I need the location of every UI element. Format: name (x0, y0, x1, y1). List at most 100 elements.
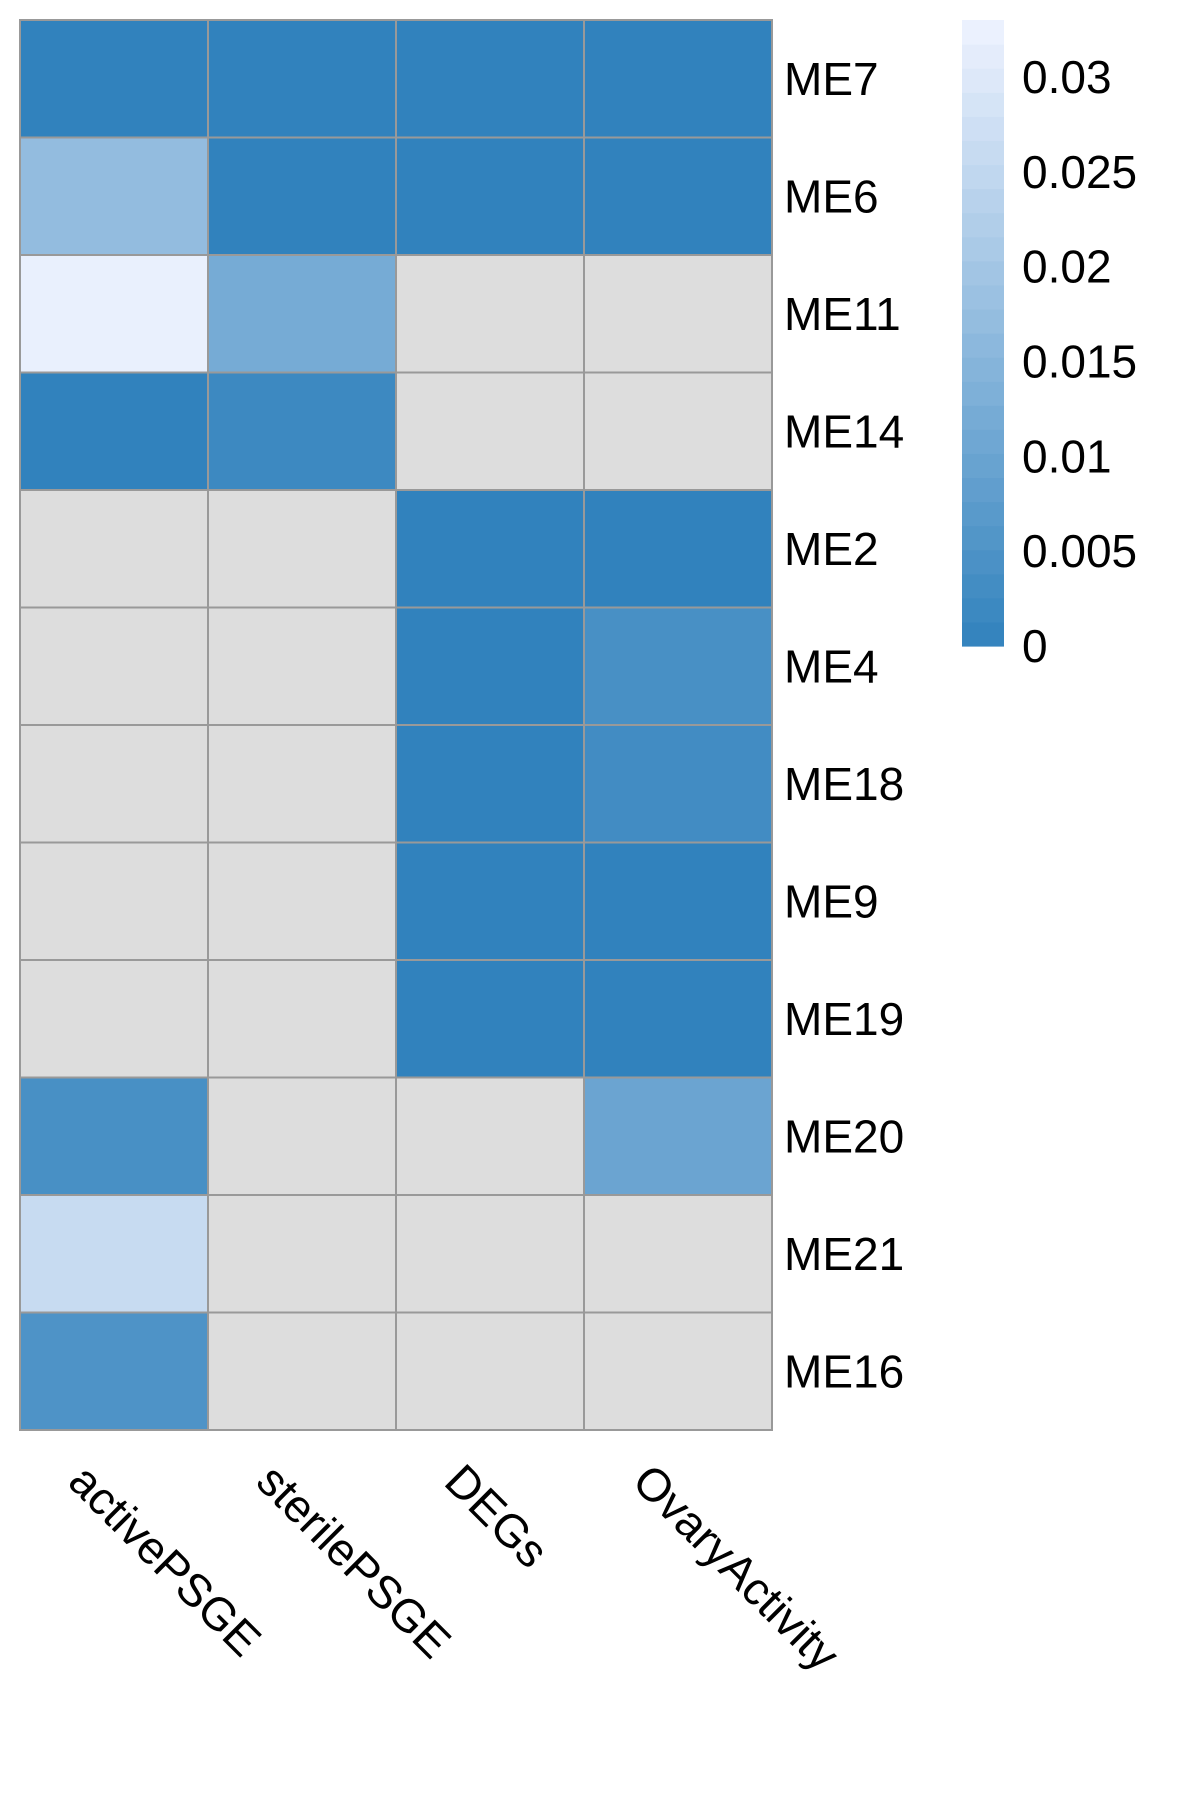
heatmap-cell-me9-sterilepsge (207, 841, 397, 961)
heatmap-cell-me6-sterilepsge (207, 136, 397, 256)
heatmap-cell-me21-ovaryactivity (583, 1194, 773, 1314)
row-labels: ME7 ME6 ME11 ME14 ME2 ME4 ME18 ME9 ME19 ME20 ME21 M… (784, 53, 904, 1398)
legend-color-step (962, 308, 1004, 334)
legend-color-step (962, 549, 1004, 575)
heatmap-cell-me19-sterilepsge (207, 959, 397, 1079)
legend-color-bar (962, 20, 1004, 647)
heatmap-cell-me20-ovaryactivity (583, 1076, 773, 1196)
heatmap-cell-me7-degs (395, 19, 585, 139)
column-label-activepsge: activePSGE (59, 1454, 271, 1666)
row-label-me19: ME19 (784, 993, 904, 1045)
heatmap-cell-me6-degs (395, 136, 585, 256)
legend-color-step (962, 405, 1004, 430)
row-label-me11: ME11 (784, 288, 901, 340)
heatmap-cell-me7-ovaryactivity (583, 19, 773, 139)
heatmap-cell-me19-degs (395, 959, 585, 1079)
heatmap-cell-me6-activepsge (19, 136, 209, 256)
legend-color-step (962, 597, 1004, 623)
row-label-me2: ME2 (784, 523, 879, 575)
heatmap-cell-me2-sterilepsge (207, 489, 397, 609)
row-label-me20: ME20 (784, 1110, 904, 1162)
row-label-me21: ME21 (784, 1228, 904, 1280)
heatmap-cell-me18-sterilepsge (207, 724, 397, 844)
legend-color-step (962, 68, 1004, 93)
heatmap-cell-me2-activepsge (19, 489, 209, 609)
color-legend: 0 0.005 0.01 0.015 0.02 0.025 0.03 (962, 20, 1137, 672)
legend-color-step (962, 236, 1004, 262)
heatmap-cell-me21-activepsge (19, 1194, 209, 1314)
heatmap-cell-me2-ovaryactivity (583, 489, 773, 609)
legend-color-step (962, 140, 1004, 166)
heatmap-cell-me11-ovaryactivity (583, 254, 773, 374)
legend-color-step (962, 333, 1004, 358)
heatmap-cell-me19-activepsge (19, 959, 209, 1079)
heatmap-cell-me14-activepsge (19, 371, 209, 491)
heatmap-cell-me21-degs (395, 1194, 585, 1314)
heatmap-cell-me16-activepsge (19, 1311, 209, 1431)
column-label-ovaryactivity: OvaryActivity (623, 1454, 850, 1681)
heatmap-cell-me19-ovaryactivity (583, 959, 773, 1079)
heatmap-cell-me14-ovaryactivity (583, 371, 773, 491)
row-label-me7: ME7 (784, 53, 879, 105)
legend-color-step (962, 116, 1004, 141)
heatmap-cell-me16-sterilepsge (207, 1311, 397, 1431)
legend-color-step (962, 212, 1004, 238)
row-label-me14: ME14 (784, 405, 904, 457)
heatmap-cell-me4-activepsge (19, 606, 209, 726)
heatmap-cell-me7-activepsge (19, 19, 209, 139)
heatmap-cell-me14-degs (395, 371, 585, 491)
heatmap-cell-me2-degs (395, 489, 585, 609)
legend-tick-label: 0.025 (1022, 146, 1137, 198)
legend-color-step (962, 44, 1004, 69)
legend-tick-label: 0 (1022, 620, 1048, 672)
legend-color-step (962, 260, 1004, 286)
legend-tick-label: 0.015 (1022, 335, 1137, 387)
legend-color-step (962, 621, 1004, 647)
heatmap-cell-me11-activepsge (19, 254, 209, 374)
heatmap-cell-me4-ovaryactivity (583, 606, 773, 726)
heatmap-cell-me11-degs (395, 254, 585, 374)
heatmap-cells (19, 19, 773, 1431)
legend-color-step (962, 453, 1004, 479)
legend-tick-label: 0.02 (1022, 241, 1112, 293)
legend-color-step (962, 477, 1004, 503)
row-label-me4: ME4 (784, 640, 879, 692)
heatmap-cell-me7-sterilepsge (207, 19, 397, 139)
heatmap-cell-me20-degs (395, 1076, 585, 1196)
legend-color-step (962, 381, 1004, 406)
heatmap-cell-me20-activepsge (19, 1076, 209, 1196)
legend-ticks: 0 0.005 0.01 0.015 0.02 0.025 0.03 (1022, 51, 1137, 672)
heatmap-cell-me4-degs (395, 606, 585, 726)
heatmap-cell-me11-sterilepsge (207, 254, 397, 374)
heatmap-cell-me21-sterilepsge (207, 1194, 397, 1314)
heatmap-cell-me18-ovaryactivity (583, 724, 773, 844)
heatmap-cell-me9-degs (395, 841, 585, 961)
legend-color-step (962, 525, 1004, 551)
row-label-me6: ME6 (784, 170, 879, 222)
row-label-me16: ME16 (784, 1345, 904, 1397)
legend-color-step (962, 501, 1004, 527)
column-label-degs: DEGs (435, 1454, 559, 1578)
legend-tick-label: 0.005 (1022, 525, 1137, 577)
legend-color-step (962, 429, 1004, 454)
heatmap-cell-me16-ovaryactivity (583, 1311, 773, 1431)
legend-color-step (962, 284, 1004, 310)
legend-color-step (962, 573, 1004, 599)
row-label-me9: ME9 (784, 875, 879, 927)
heatmap-cell-me18-activepsge (19, 724, 209, 844)
heatmap-cell-me14-sterilepsge (207, 371, 397, 491)
legend-tick-label: 0.01 (1022, 430, 1112, 482)
row-label-me18: ME18 (784, 758, 904, 810)
legend-tick-label: 0.03 (1022, 51, 1112, 103)
heatmap-cell-me18-degs (395, 724, 585, 844)
legend-color-step (962, 164, 1004, 190)
heatmap-cell-me9-ovaryactivity (583, 841, 773, 961)
heatmap-cell-me20-sterilepsge (207, 1076, 397, 1196)
heatmap-cell-me4-sterilepsge (207, 606, 397, 726)
legend-color-step (962, 188, 1004, 214)
legend-color-step (962, 92, 1004, 117)
legend-color-step (962, 357, 1004, 382)
heatmap-cell-me9-activepsge (19, 841, 209, 961)
